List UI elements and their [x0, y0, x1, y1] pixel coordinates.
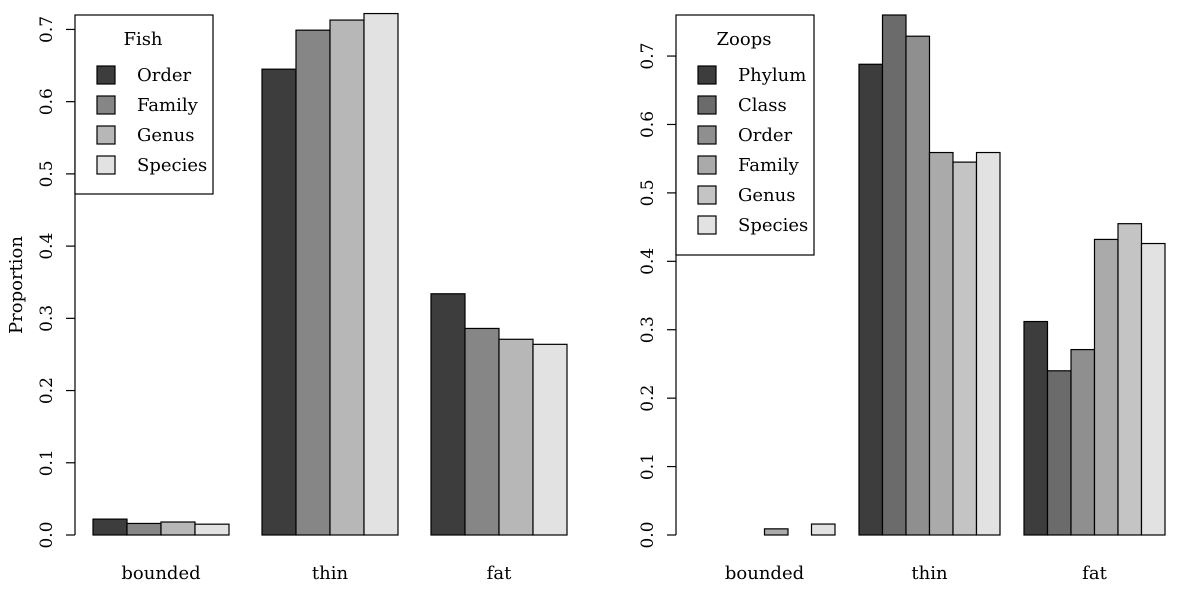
y-tick-label: 0.1	[37, 449, 57, 476]
bar	[430, 293, 466, 536]
legend-swatch	[697, 65, 717, 85]
y-tick-label: 0.6	[638, 111, 658, 138]
legend-swatch	[697, 125, 717, 145]
legend-swatch	[96, 155, 116, 175]
bar	[928, 151, 954, 536]
fish-bar-chart: 0.0 0.1 0.2 0.3 0.4 0.5 0.6 0.7 Proportion bounde…	[6, 12, 568, 584]
legend-title: Fish	[123, 29, 162, 50]
y-tick-label: 0.2	[37, 377, 57, 404]
legend-title: Zoops	[717, 29, 772, 50]
legend-label: Family	[137, 95, 199, 116]
bar	[92, 518, 128, 536]
legend-label: Genus	[738, 185, 795, 206]
bar	[295, 29, 331, 536]
legend-swatch	[697, 185, 717, 205]
legend-label: Phylum	[738, 65, 806, 86]
legend-swatch	[697, 95, 717, 115]
bar	[810, 523, 836, 536]
y-tick-label: 0.7	[37, 16, 57, 43]
bar	[532, 343, 568, 536]
bar	[1093, 238, 1119, 536]
bar	[881, 14, 907, 536]
y-tick-label: 0.1	[638, 453, 658, 480]
zoops-bar-chart: 0.0 0.1 0.2 0.3 0.4 0.5 0.6 0.7 bounded thin fat Zo…	[638, 14, 1166, 584]
bar	[763, 528, 789, 536]
x-category-label: bounded	[725, 563, 804, 584]
bar	[858, 63, 884, 536]
y-tick-label: 0.7	[638, 43, 658, 70]
legend-label: Genus	[137, 125, 194, 146]
y-tick-label: 0.3	[37, 305, 57, 332]
bar	[464, 327, 500, 536]
y-tick-label: 0.3	[638, 316, 658, 343]
legend-label: Class	[738, 95, 787, 116]
x-category-label: bounded	[121, 563, 200, 584]
y-tick-label: 0.0	[37, 521, 57, 548]
legend-swatch	[697, 215, 717, 235]
legend-label: Species	[137, 155, 207, 176]
legend-swatch	[96, 125, 116, 145]
x-category-label: thin	[312, 563, 349, 584]
bar	[160, 521, 196, 536]
bar	[363, 12, 399, 536]
legend-label: Order	[137, 65, 192, 86]
legend-swatch	[96, 95, 116, 115]
bar	[329, 19, 365, 536]
bar	[1046, 370, 1072, 536]
y-tick-label: 0.5	[638, 179, 658, 206]
bar	[952, 161, 978, 536]
legend-label: Order	[738, 125, 793, 146]
legend-swatch	[96, 65, 116, 85]
legend-label: Species	[738, 215, 808, 236]
legend-swatch	[697, 155, 717, 175]
bar	[975, 151, 1001, 536]
bar	[126, 522, 162, 536]
y-tick-label: 0.5	[37, 160, 57, 187]
y-tick-label: 0.4	[37, 233, 57, 260]
y-tick-label: 0.0	[638, 521, 658, 548]
bar	[1117, 223, 1143, 536]
bar	[1023, 320, 1049, 536]
bar	[905, 35, 931, 536]
y-tick-label: 0.2	[638, 385, 658, 412]
x-category-label: fat	[1082, 563, 1107, 584]
bar	[498, 338, 534, 536]
bar	[261, 68, 297, 536]
y-tick-label: 0.6	[37, 88, 57, 115]
bar	[1070, 348, 1096, 536]
y-tick-label: 0.4	[638, 248, 658, 275]
y-axis-title: Proportion	[6, 236, 27, 334]
x-category-label: thin	[911, 563, 948, 584]
bar	[194, 523, 230, 536]
bar	[1140, 242, 1166, 536]
legend-label: Family	[738, 155, 800, 176]
x-category-label: fat	[487, 563, 512, 584]
